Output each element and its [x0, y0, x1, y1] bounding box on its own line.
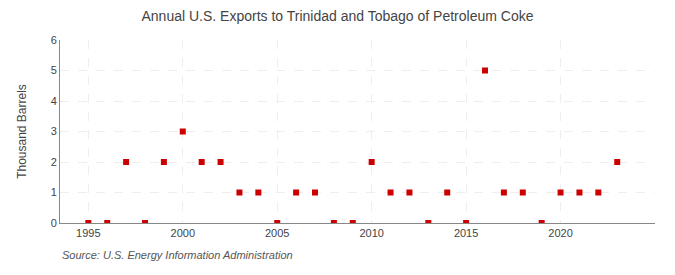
svg-text:Source: U.S. Energy Informatio: Source: U.S. Energy Information Administ… [62, 249, 293, 261]
svg-text:1995: 1995 [76, 227, 100, 239]
svg-text:5: 5 [51, 64, 57, 76]
svg-text:2000: 2000 [171, 227, 195, 239]
svg-text:4: 4 [51, 95, 57, 107]
svg-text:2: 2 [51, 156, 57, 168]
svg-text:2005: 2005 [265, 227, 289, 239]
svg-text:6: 6 [51, 34, 57, 46]
svg-text:Thousand Barrels: Thousand Barrels [15, 84, 29, 179]
svg-text:Annual U.S. Exports to Trinida: Annual U.S. Exports to Trinidad and Toba… [142, 8, 534, 24]
svg-text:2015: 2015 [454, 227, 478, 239]
svg-text:0: 0 [51, 217, 57, 229]
svg-text:2010: 2010 [359, 227, 383, 239]
svg-text:1: 1 [51, 186, 57, 198]
svg-text:3: 3 [51, 125, 57, 137]
svg-text:2020: 2020 [548, 227, 572, 239]
